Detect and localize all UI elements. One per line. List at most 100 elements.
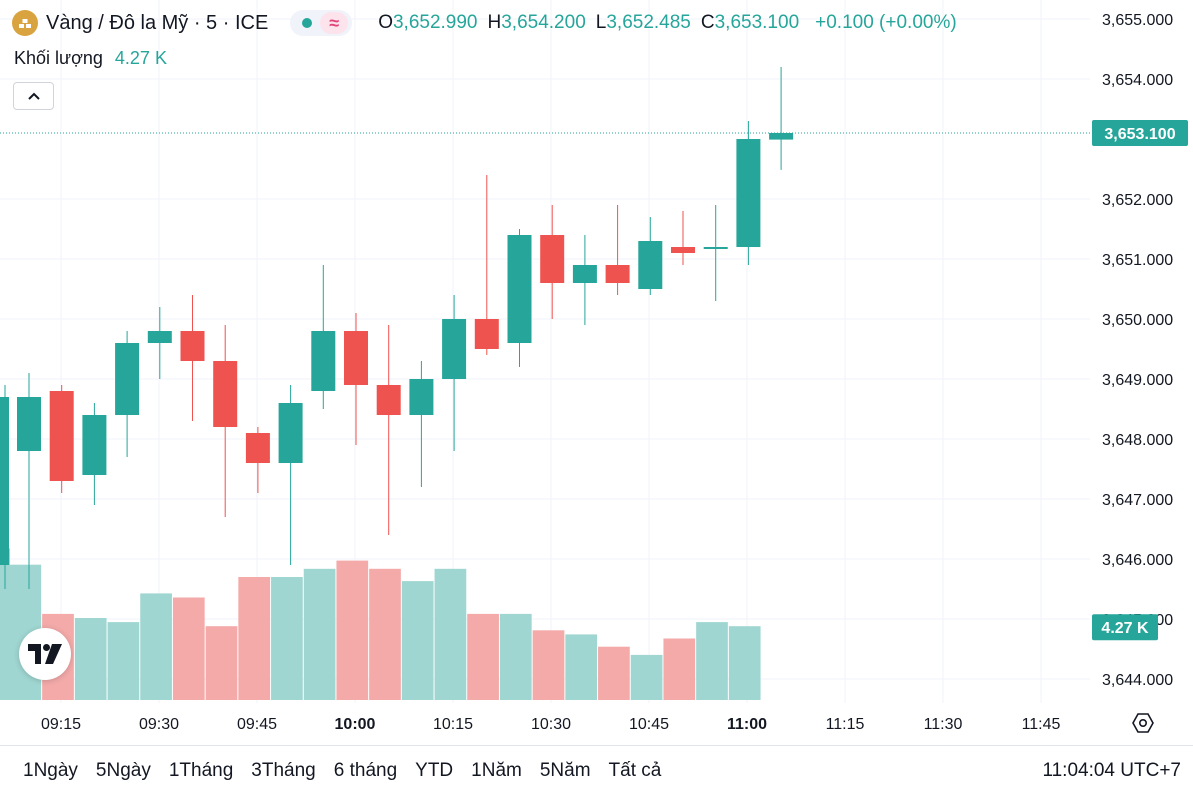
current-price-label: 3,653.100 — [1104, 126, 1175, 143]
price-tick-label: 3,646.000 — [1102, 552, 1173, 569]
chevron-up-icon — [27, 92, 40, 100]
volume-bar — [434, 568, 467, 700]
time-tick-label: 10:45 — [629, 716, 669, 733]
price-tick-label: 3,648.000 — [1102, 432, 1173, 449]
candlesticks — [0, 67, 794, 589]
time-tick-label: 11:15 — [826, 716, 865, 733]
volume-label: Khối lượng — [14, 48, 103, 68]
symbol-title[interactable]: Vàng / Đô la Mỹ · 5 · ICE — [46, 11, 269, 34]
price-tick-label: 3,650.000 — [1102, 312, 1173, 329]
open-value: 3,652.990 — [392, 12, 478, 33]
chart-settings-button[interactable] — [1130, 710, 1156, 736]
market-open-dot-icon — [302, 18, 313, 28]
period-button[interactable]: 3Tháng — [251, 760, 316, 781]
volume-bar — [172, 597, 205, 700]
tradingview-logo[interactable] — [19, 628, 71, 680]
candle-body — [474, 319, 499, 349]
period-button[interactable]: YTD — [415, 760, 454, 781]
price-tick-label: 3,651.000 — [1102, 252, 1173, 269]
price-tick-label: 3,652.000 — [1102, 192, 1173, 209]
price-chart[interactable]: 3,655.000 3,654.000 3,652.000 3,651.000 3,65… — [0, 0, 1193, 745]
period-button[interactable]: 1Tháng — [168, 760, 234, 781]
volume-bar — [532, 630, 565, 700]
candle-body — [409, 379, 434, 415]
candle-body — [736, 139, 761, 247]
volume-legend[interactable]: Khối lượng 4.27 K — [14, 48, 167, 69]
ohlc-values: O3,652.990 H3,654.200 L3,652.485 C3,653.… — [378, 12, 957, 33]
gold-bars-icon[interactable] — [12, 10, 38, 36]
candle-body — [17, 397, 41, 451]
volume-bar — [401, 581, 434, 700]
candle-body — [376, 385, 401, 415]
candle-body — [147, 331, 172, 343]
volume-bar — [663, 638, 696, 700]
price-tick-label: 3,649.000 — [1102, 372, 1173, 389]
price-tick-label: 3,655.000 — [1102, 12, 1173, 29]
volume-bar — [74, 618, 107, 700]
volume-bar — [696, 622, 728, 700]
candle-body — [344, 331, 368, 385]
candle-body — [442, 319, 467, 379]
volume-bar — [565, 634, 598, 700]
candle-body — [605, 265, 630, 283]
volume-bar — [303, 568, 336, 700]
volume-bar — [369, 568, 401, 700]
time-axis: 09:15 09:30 09:45 10:00 10:15 10:30 10:45 11:00… — [41, 716, 1061, 733]
candle-body — [507, 235, 532, 343]
symbol-legend: Vàng / Đô la Mỹ · 5 · ICE ≈ O3,652.990 H… — [12, 8, 957, 38]
candle-body — [245, 433, 270, 463]
current-price-badge — [1092, 120, 1188, 146]
time-tick-label: 11:00 — [727, 716, 767, 733]
low-value: 3,652.485 — [606, 12, 691, 33]
volume-bar — [140, 593, 172, 700]
volume-bar — [271, 577, 303, 700]
volume-bar — [238, 577, 271, 700]
candle-body — [213, 361, 238, 427]
time-tick-label: 09:15 — [41, 716, 81, 733]
time-tick-label: 09:45 — [237, 716, 277, 733]
delayed-data-icon: ≈ — [320, 12, 349, 34]
volume-bar — [107, 622, 140, 700]
candle-body — [49, 391, 74, 481]
time-tick-label: 10:00 — [335, 716, 376, 733]
candle-body — [278, 403, 303, 463]
candle-body — [769, 133, 794, 140]
price-axis: 3,655.000 3,654.000 3,652.000 3,651.000 3,65… — [1092, 12, 1188, 689]
volume-bars — [0, 548, 761, 700]
period-button[interactable]: 5Ngày — [95, 760, 151, 781]
candle-body — [0, 397, 9, 565]
volume-bar — [598, 646, 630, 700]
candle-body — [540, 235, 565, 283]
period-button[interactable]: 6 tháng — [333, 760, 398, 781]
period-button[interactable]: 5Năm — [539, 760, 591, 781]
candle-body — [180, 331, 205, 361]
time-tick-label: 09:30 — [139, 716, 179, 733]
period-selector: 1Ngày 5Ngày 1Tháng 3Tháng 6 tháng YTD 1Năm 5Năm… — [14, 756, 670, 786]
candle-body — [638, 241, 663, 289]
price-tick-label: 3,644.000 — [1102, 672, 1173, 689]
gear-icon — [1132, 713, 1154, 733]
period-button[interactable]: Tất cả — [608, 760, 662, 781]
volume-bar — [336, 560, 369, 700]
collapse-legend-button[interactable] — [13, 82, 54, 110]
volume-bar — [467, 613, 499, 700]
time-tick-label: 10:30 — [531, 716, 571, 733]
bottom-toolbar: 1Ngày 5Ngày 1Tháng 3Tháng 6 tháng YTD 1Năm 5Năm… — [0, 745, 1193, 796]
volume-value: 4.27 K — [114, 48, 167, 68]
current-volume-badge — [1092, 614, 1158, 641]
price-tick-label: 3,647.000 — [1102, 492, 1173, 509]
candle-body — [311, 331, 336, 391]
volume-bar — [728, 626, 761, 700]
time-tick-label: 10:15 — [433, 716, 473, 733]
price-change: +0.100 (+0.00%) — [815, 12, 957, 33]
current-volume-label: 4.27 K — [1101, 620, 1149, 637]
clock[interactable]: 11:04:04 UTC+7 — [1042, 760, 1181, 781]
period-button[interactable]: 1Ngày — [23, 760, 78, 781]
candle-body — [115, 343, 140, 415]
price-tick-label: 3,654.000 — [1102, 72, 1173, 89]
close-value: 3,653.100 — [714, 12, 800, 33]
market-status[interactable]: ≈ — [290, 10, 353, 36]
volume-bar — [205, 626, 238, 700]
candle-body — [671, 247, 695, 253]
period-button[interactable]: 1Năm — [471, 760, 522, 781]
